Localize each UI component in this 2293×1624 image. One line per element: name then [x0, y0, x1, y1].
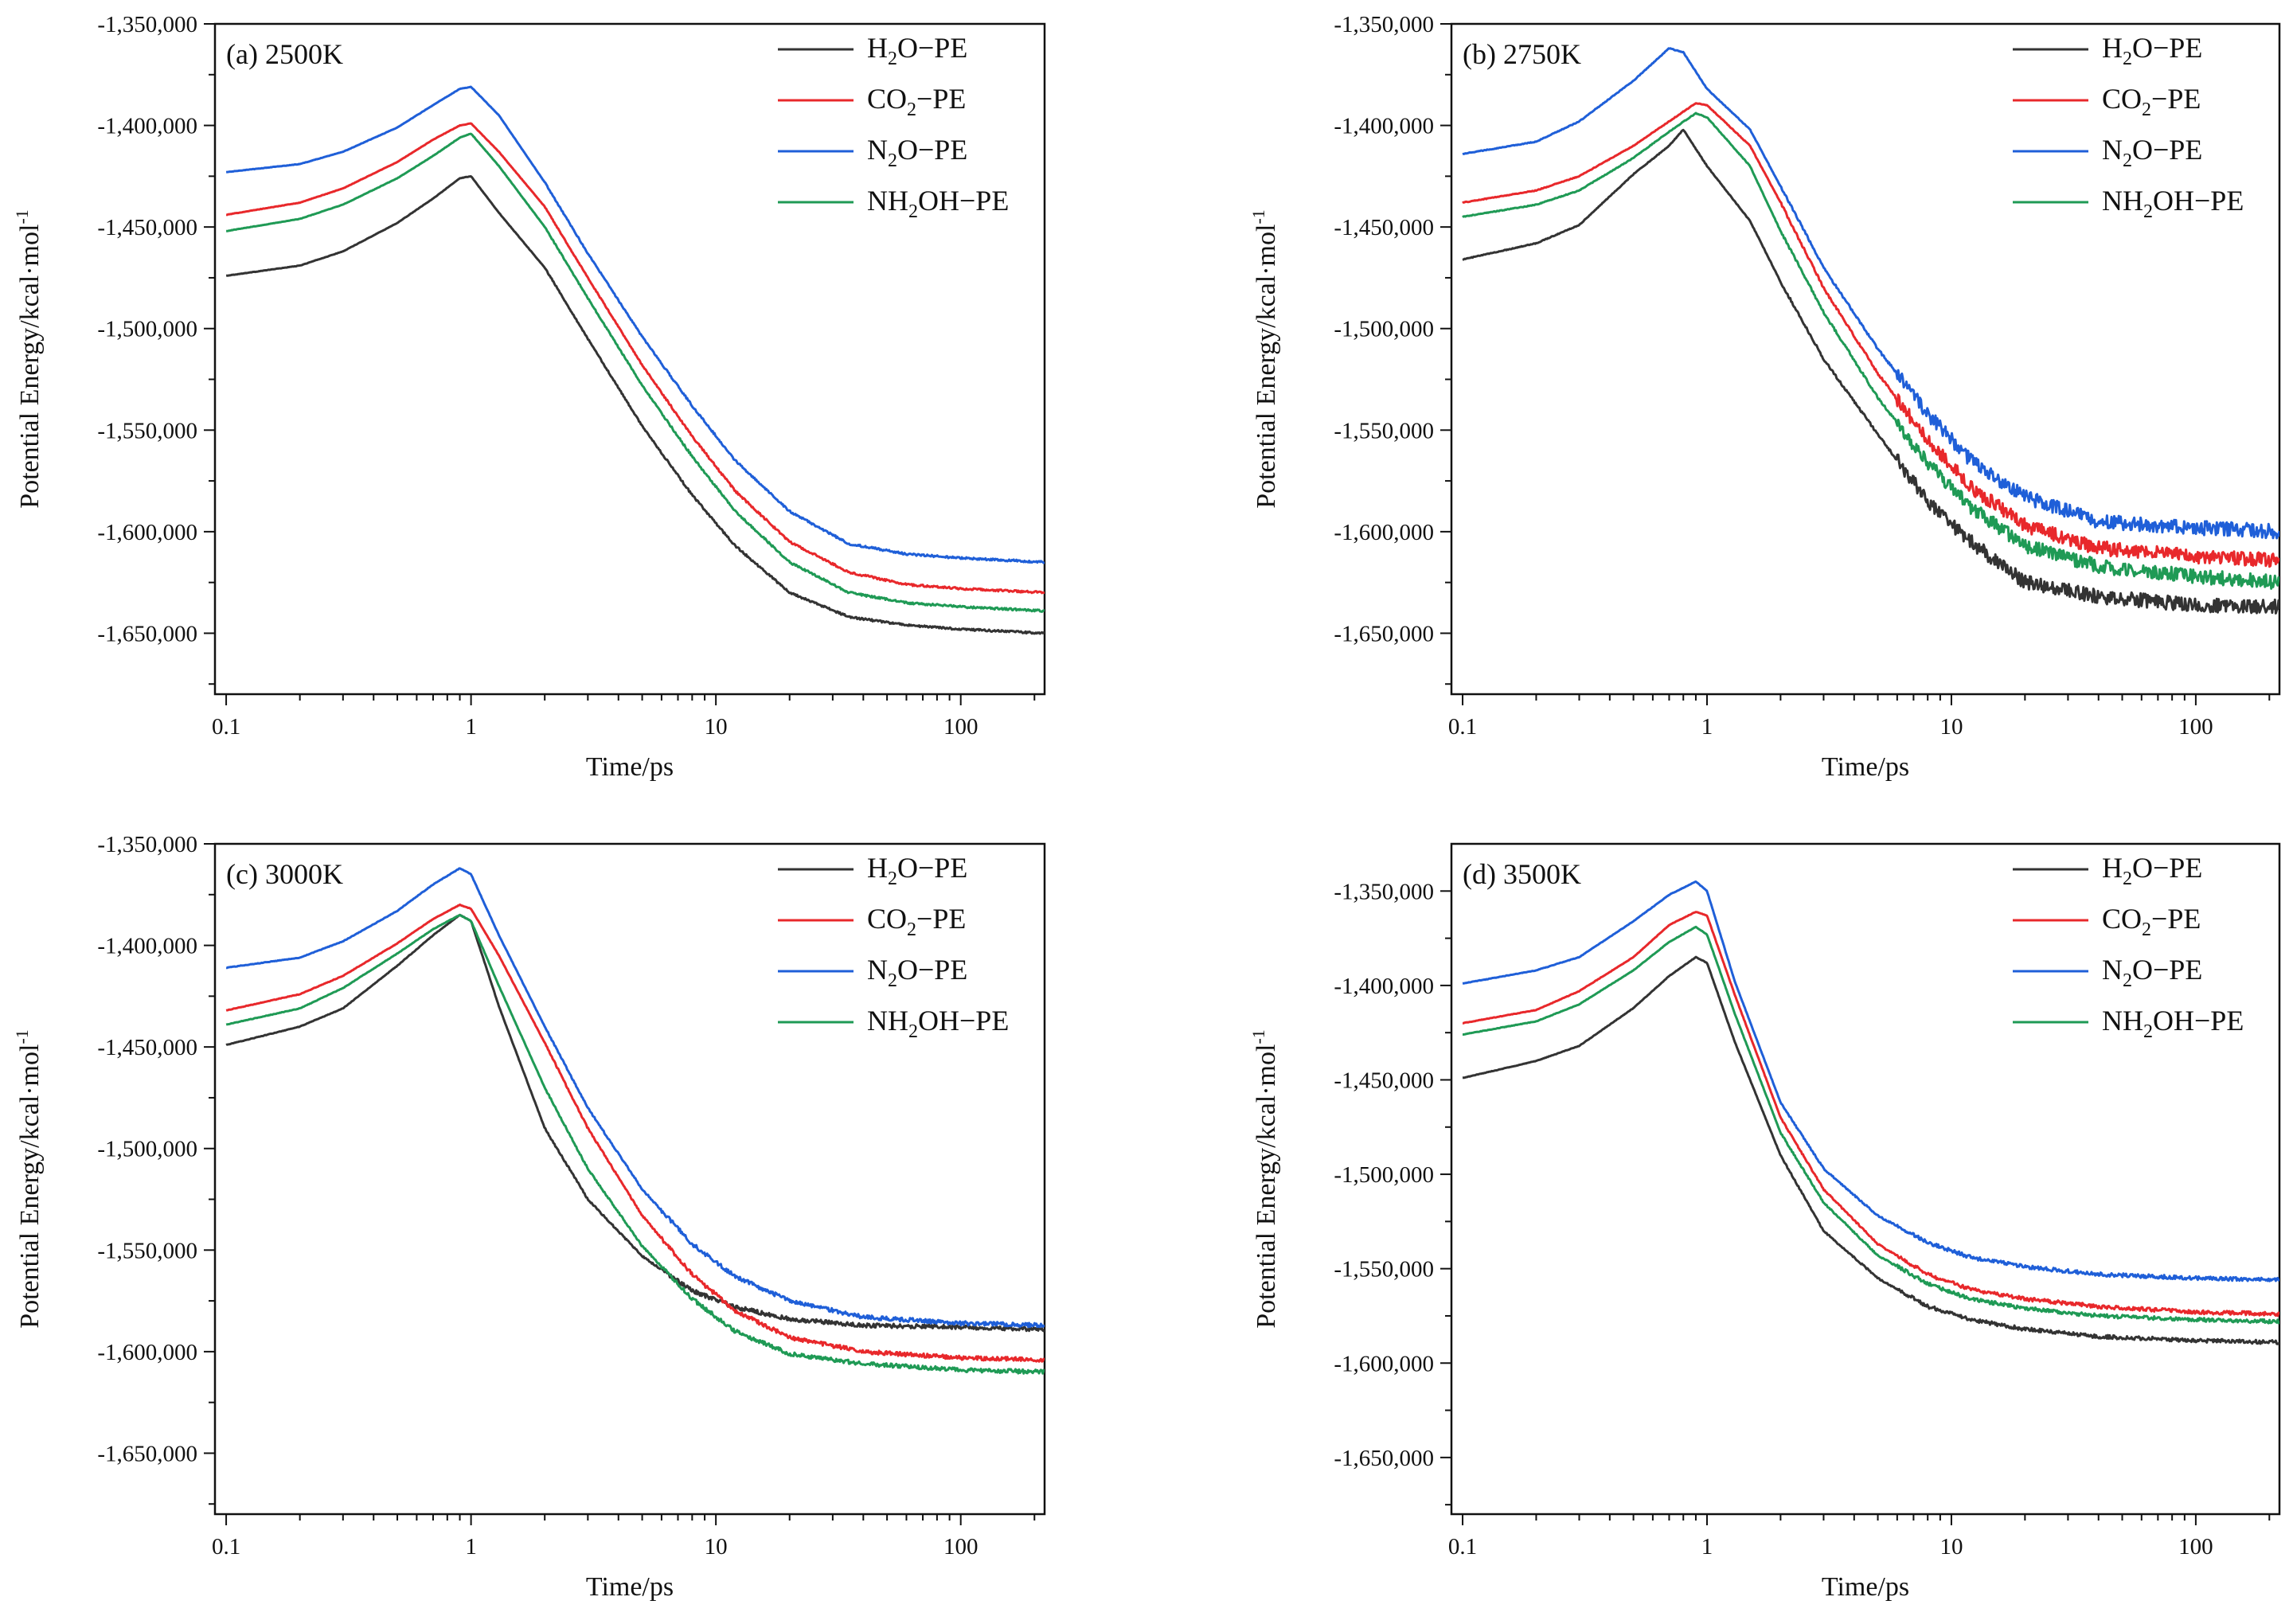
x-tick-label: 0.1: [212, 1534, 240, 1560]
chart-panel-2: -1,350,000 -1,400,000 -1,450,000 -1,500,000…: [1248, 12, 2281, 782]
y-tick-label: -1,550,000: [97, 418, 197, 443]
y-tick-label: -1,650,000: [1334, 1446, 1434, 1471]
x-tick-label: 1: [465, 1534, 477, 1560]
legend-label: N2O−PE: [867, 954, 967, 991]
y-tick-label: -1,450,000: [1334, 1068, 1434, 1093]
series-line-3: [1462, 47, 2279, 540]
y-axis-title: Potential Energy/kcal·mol-1: [1248, 209, 1281, 509]
series-line-4: [225, 914, 1045, 1375]
series-line-2: [1462, 911, 2279, 1318]
panel-label: (d) 3500K: [1463, 858, 1581, 890]
series-line-2: [225, 903, 1045, 1363]
plot-frame: [213, 842, 1046, 1516]
plot-frame: [1450, 22, 2281, 696]
series-line-3: [225, 867, 1045, 1329]
x-tick-label: 0.1: [1448, 714, 1477, 740]
plot-frame: [1450, 842, 2281, 1516]
chart-panel-1: -1,350,000 -1,400,000 -1,450,000 -1,500,000…: [12, 12, 1046, 782]
legend-label: H2O−PE: [867, 852, 967, 889]
y-tick-label: -1,500,000: [97, 317, 197, 342]
x-tick-label: 10: [1939, 714, 1963, 740]
plot-frame: [213, 22, 1046, 696]
chart-panel-4: -1,350,000 -1,400,000 -1,450,000 -1,500,000…: [1248, 842, 2281, 1602]
series-line-3: [225, 85, 1045, 564]
x-tick-label: 1: [1701, 1534, 1713, 1560]
panel-label: (c) 3000K: [226, 858, 343, 890]
y-tick-label: -1,550,000: [1334, 418, 1434, 443]
y-tick-label: -1,550,000: [97, 1238, 197, 1263]
legend-label: H2O−PE: [2102, 32, 2202, 69]
x-axis-title: Time/ps: [586, 752, 674, 782]
y-tick-label: -1,400,000: [97, 114, 197, 139]
y-tick-label: -1,500,000: [1334, 1162, 1434, 1188]
y-tick-label: -1,400,000: [1334, 974, 1434, 999]
x-tick-label: 100: [943, 714, 979, 740]
series-line-4: [225, 132, 1045, 613]
series-line-2: [1462, 102, 2279, 568]
y-tick-label: -1,500,000: [1334, 317, 1434, 342]
y-tick-label: -1,600,000: [1334, 1351, 1434, 1376]
x-axis-title: Time/ps: [586, 1572, 674, 1602]
legend-label: CO2−PE: [2102, 903, 2201, 940]
y-tick-label: -1,350,000: [97, 832, 197, 857]
legend-label: N2O−PE: [867, 134, 967, 171]
x-tick-label: 100: [2178, 714, 2213, 740]
y-tick-label: -1,450,000: [97, 215, 197, 240]
x-axis-title: Time/ps: [1822, 1572, 1909, 1602]
y-tick-label: -1,650,000: [1334, 621, 1434, 646]
x-tick-label: 10: [705, 1534, 728, 1560]
y-tick-label: -1,450,000: [97, 1035, 197, 1060]
series-line-2: [225, 122, 1045, 595]
x-tick-label: 0.1: [1448, 1534, 1477, 1560]
x-tick-label: 1: [1701, 714, 1713, 740]
y-tick-label: -1,400,000: [97, 934, 197, 959]
legend-label: N2O−PE: [2102, 134, 2202, 171]
legend-label: N2O−PE: [2102, 954, 2202, 991]
legend-label: H2O−PE: [2102, 852, 2202, 889]
legend-label: CO2−PE: [2102, 83, 2201, 120]
y-tick-label: -1,400,000: [1334, 114, 1434, 139]
y-tick-label: -1,600,000: [97, 520, 197, 545]
series-line-4: [1462, 111, 2279, 590]
y-tick-label: -1,650,000: [97, 1441, 197, 1466]
y-axis-title: Potential Energy/kcal·mol-1: [12, 1029, 45, 1329]
legend-label: H2O−PE: [867, 32, 967, 69]
y-tick-label: -1,450,000: [1334, 215, 1434, 240]
series-line-1: [1462, 128, 2279, 615]
y-axis-title: Potential Energy/kcal·mol-1: [12, 209, 45, 509]
x-tick-label: 100: [943, 1534, 979, 1560]
y-tick-label: -1,600,000: [97, 1340, 197, 1365]
series-line-1: [225, 175, 1045, 635]
legend-label: NH2OH−PE: [867, 185, 1009, 222]
x-axis-title: Time/ps: [1822, 752, 1909, 782]
y-tick-label: -1,350,000: [1334, 12, 1434, 37]
y-tick-label: -1,600,000: [1334, 520, 1434, 545]
legend-label: NH2OH−PE: [2102, 185, 2244, 222]
series-line-1: [1462, 955, 2279, 1345]
legend-label: CO2−PE: [867, 903, 966, 940]
x-tick-label: 10: [1939, 1534, 1963, 1560]
y-tick-label: -1,500,000: [97, 1137, 197, 1162]
series-line-3: [1462, 880, 2279, 1282]
legend-label: CO2−PE: [867, 83, 966, 120]
y-axis-title: Potential Energy/kcal·mol-1: [1248, 1029, 1281, 1329]
chart-panel-3: -1,350,000 -1,400,000 -1,450,000 -1,500,000…: [12, 832, 1046, 1602]
y-tick-label: -1,350,000: [1334, 879, 1434, 904]
y-tick-label: -1,550,000: [1334, 1257, 1434, 1282]
panel-label: (a) 2500K: [226, 38, 343, 70]
y-tick-label: -1,650,000: [97, 621, 197, 646]
legend-label: NH2OH−PE: [867, 1005, 1009, 1042]
panel-label: (b) 2750K: [1463, 38, 1581, 70]
series-line-1: [225, 913, 1045, 1333]
series-line-4: [1462, 925, 2279, 1325]
x-tick-label: 100: [2178, 1534, 2213, 1560]
x-tick-label: 0.1: [212, 714, 240, 740]
x-tick-label: 10: [705, 714, 728, 740]
legend-label: NH2OH−PE: [2102, 1005, 2244, 1042]
y-tick-label: -1,350,000: [97, 12, 197, 37]
x-tick-label: 1: [465, 714, 477, 740]
